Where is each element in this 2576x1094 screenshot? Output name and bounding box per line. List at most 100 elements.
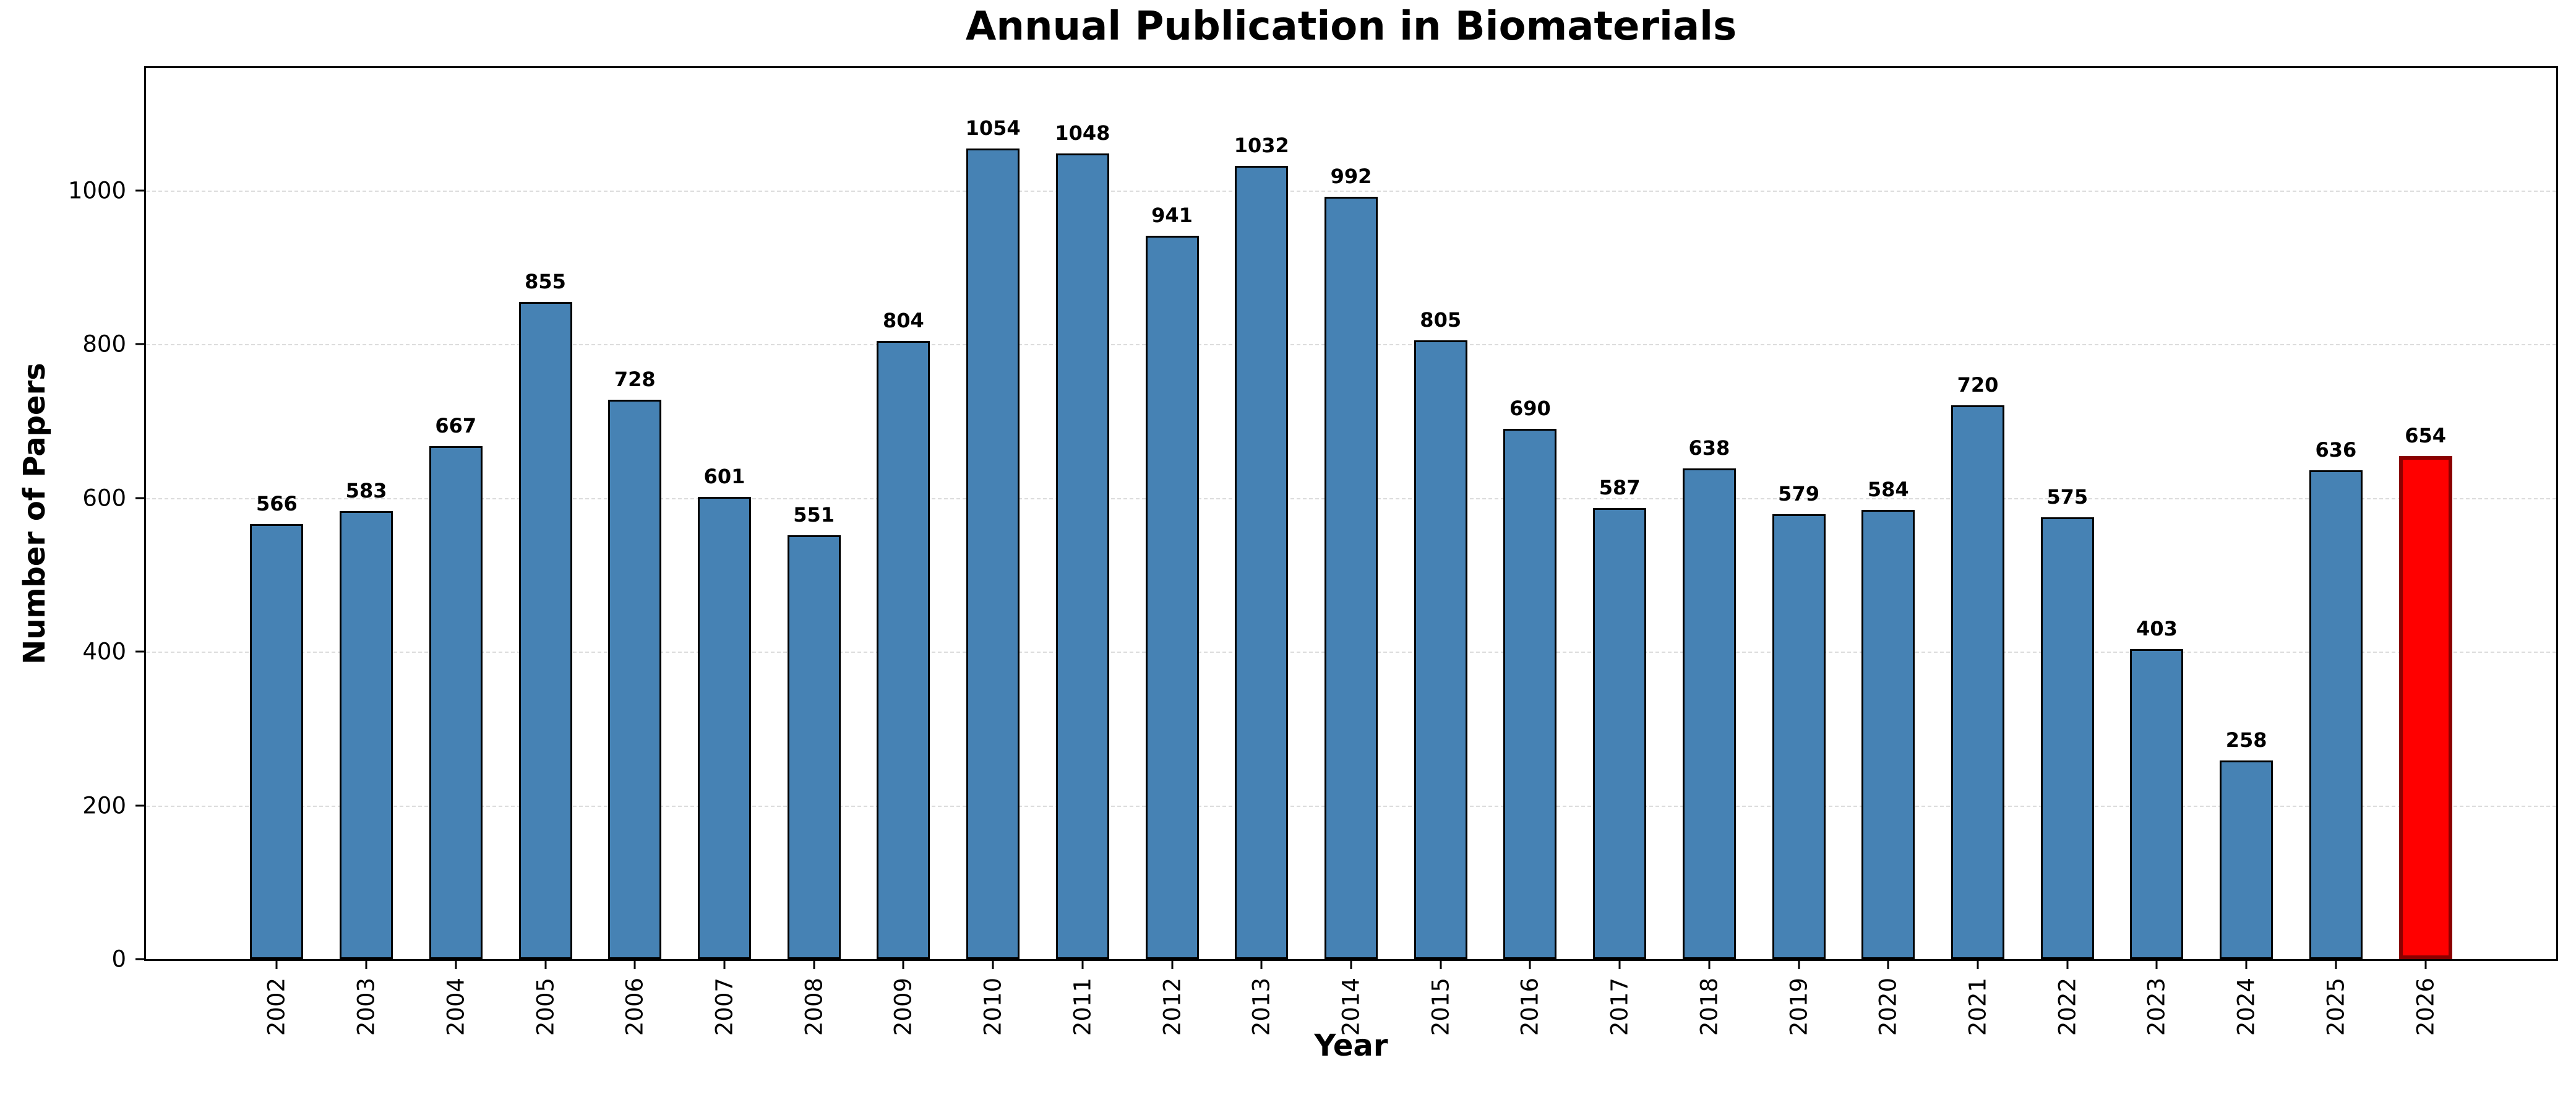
x-tick-mark-2022 [2066,961,2069,969]
bar-slot-2024: 258 2024 [2202,68,2291,1036]
bar-2009 [877,341,930,959]
x-tick-mark-2012 [1171,961,1174,969]
bar-value-label-2004: 667 [435,414,477,438]
bar-slot-2022: 575 2022 [2022,68,2112,1036]
y-tick-mark-600 [135,497,144,499]
x-tick-label-2007: 2007 [711,978,738,1036]
bar-value-label-2023: 403 [2136,617,2178,641]
bar-value-label-2024: 258 [2225,728,2267,752]
bar-2017 [1593,507,1647,959]
bar-2002 [250,523,304,959]
y-axis-label: Number of Papers [17,363,52,665]
x-tick-mark-2009 [902,961,904,969]
x-tick-label-2012: 2012 [1159,978,1186,1036]
bar-2011 [1055,153,1109,959]
x-tick-label-2013: 2013 [1248,978,1275,1036]
bar-2025 [2309,470,2363,959]
x-tick-label-2015: 2015 [1427,978,1454,1036]
bar-value-label-2014: 992 [1330,164,1372,188]
x-tick-label-2016: 2016 [1516,978,1543,1036]
bar-slot-2018: 638 2018 [1665,68,1754,1036]
bar-slot-2003: 583 2003 [322,68,411,1036]
bar-2015 [1414,340,1467,959]
x-tick-mark-2015 [1440,961,1442,969]
bar-slot-2023: 403 2023 [2112,68,2202,1036]
bar-value-label-2021: 720 [1957,373,1999,397]
bar-2008 [787,535,841,959]
x-tick-label-2010: 2010 [979,978,1007,1036]
x-tick-label-2005: 2005 [532,978,559,1036]
x-tick-label-2025: 2025 [2322,978,2350,1036]
x-tick-label-2008: 2008 [801,978,828,1036]
bar-slot-2013: 1032 2013 [1217,68,1307,1036]
chart-title: Annual Publication in Biomaterials [965,4,1737,50]
x-tick-mark-2010 [992,961,994,969]
bar-2016 [1503,428,1557,959]
x-tick-label-2004: 2004 [442,978,470,1036]
bar-value-label-2011: 1048 [1055,121,1110,145]
x-tick-mark-2026 [2424,961,2427,969]
x-tick-mark-2007 [723,961,726,969]
x-tick-label-2011: 2011 [1069,978,1096,1036]
bar-value-label-2019: 579 [1778,481,1819,506]
x-tick-label-2014: 2014 [1337,978,1365,1036]
x-tick-label-2009: 2009 [890,978,917,1036]
x-tick-label-2024: 2024 [2233,978,2260,1036]
bar-highlighted-2026 [2398,456,2452,959]
bar-2014 [1324,196,1378,959]
x-tick-mark-2017 [1618,961,1621,969]
bar-2022 [2040,517,2094,959]
bar-slot-2014: 992 2014 [1307,68,1396,1036]
x-tick-mark-2023 [2155,961,2158,969]
x-axis-label: Year [1314,1028,1388,1063]
bar-value-label-2022: 575 [2046,485,2089,509]
bar-slot-2005: 855 2005 [500,68,590,1036]
bar-slot-2020: 584 2020 [1844,68,1933,1036]
x-tick-label-2018: 2018 [1696,978,1723,1036]
x-tick-mark-2016 [1529,961,1531,969]
bar-value-label-2012: 941 [1151,203,1193,227]
x-tick-label-2017: 2017 [1606,978,1633,1036]
y-tick-label-1000: 1000 [67,177,126,204]
x-tick-mark-2018 [1708,961,1711,969]
x-tick-mark-2003 [365,961,367,969]
bar-2006 [608,399,662,959]
bar-value-label-2026: 654 [2405,424,2447,448]
x-tick-mark-2020 [1887,961,1889,969]
x-tick-mark-2004 [455,961,457,969]
bar-2005 [518,301,572,959]
bar-value-label-2025: 636 [2315,437,2357,462]
bar-slot-2002: 566 2002 [232,68,322,1036]
y-tick-mark-800 [135,343,144,345]
x-tick-mark-2013 [1260,961,1263,969]
bar-value-label-2013: 1032 [1234,133,1289,157]
bar-slot-2019: 579 2019 [1754,68,1844,1036]
y-tick-mark-400 [135,650,144,653]
bar-value-label-2003: 583 [345,478,387,502]
bar-2007 [697,497,751,959]
bar-2021 [1951,405,2005,959]
bar-slot-2006: 728 2006 [590,68,680,1036]
bar-slot-2025: 636 2025 [2291,68,2381,1036]
x-tick-mark-2006 [633,961,636,969]
bar-2024 [2220,760,2273,959]
bar-slot-2010: 1054 2010 [948,68,1038,1036]
y-tick-label-400: 400 [82,638,126,665]
y-tick-mark-1000 [135,189,144,192]
bar-slot-2016: 690 2016 [1485,68,1575,1036]
x-tick-mark-2025 [2335,961,2337,969]
y-tick-label-0: 0 [111,945,126,973]
bar-slot-2015: 805 2015 [1396,68,1485,1036]
plot-area: 0 200 400 600 800 1000 566 2002 583 2003 667 2004 8… [68,66,2558,1036]
bars-layer: 566 2002 583 2003 667 2004 855 2005 728 2006 601 20… [146,68,2556,1036]
bar-2020 [1861,510,1915,959]
bar-2023 [2130,649,2184,959]
bar-value-label-2010: 1054 [965,116,1021,140]
y-tick-label-600: 600 [82,485,126,512]
x-tick-mark-2024 [2245,961,2248,969]
bar-2018 [1682,468,1736,959]
x-tick-label-2006: 2006 [621,978,648,1036]
y-axis-ticks: 0 200 400 600 800 1000 [68,68,2556,973]
x-tick-mark-2005 [544,961,547,969]
gridline-1000 [146,190,2556,192]
